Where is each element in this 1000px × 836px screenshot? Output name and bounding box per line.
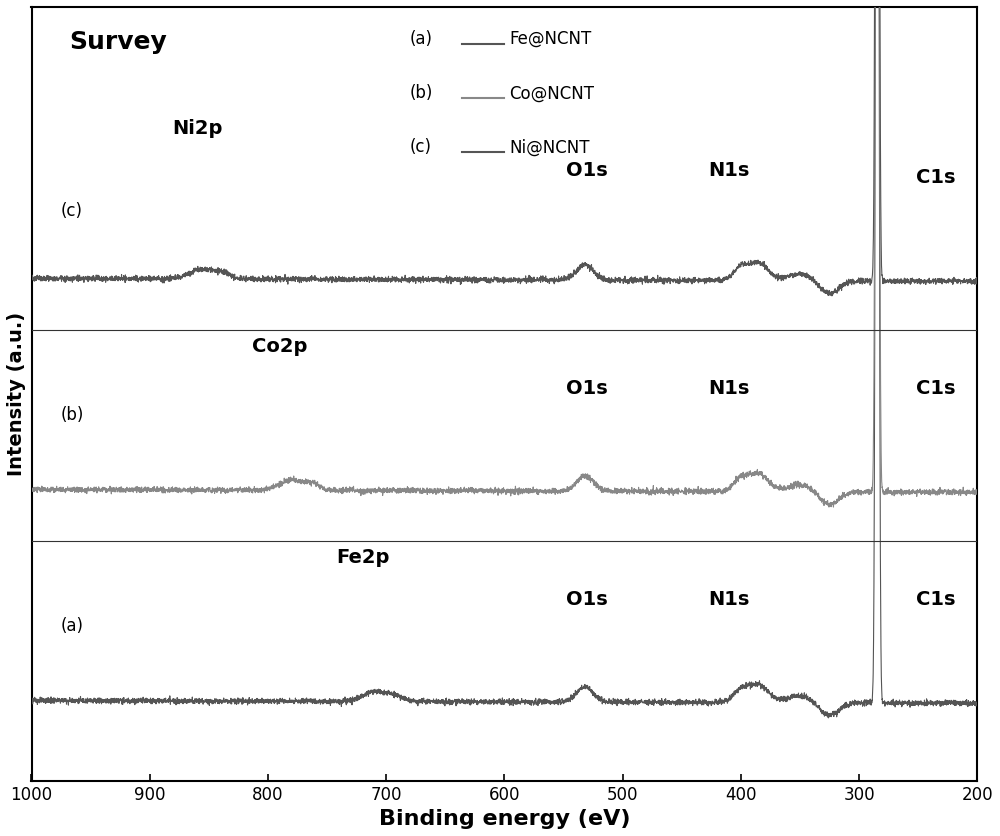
- Text: Co2p: Co2p: [252, 337, 307, 355]
- Text: (a): (a): [61, 617, 84, 635]
- Text: C1s: C1s: [916, 379, 956, 398]
- Text: Fe2p: Fe2p: [336, 548, 389, 567]
- Text: (b): (b): [61, 406, 84, 424]
- Text: O1s: O1s: [566, 161, 608, 180]
- Text: O1s: O1s: [566, 379, 608, 398]
- Text: (a): (a): [410, 30, 433, 48]
- Text: (c): (c): [410, 139, 432, 156]
- Text: Ni@NCNT: Ni@NCNT: [509, 139, 590, 156]
- Text: N1s: N1s: [708, 161, 750, 180]
- Text: Fe@NCNT: Fe@NCNT: [509, 30, 591, 48]
- Text: C1s: C1s: [916, 168, 956, 186]
- Text: Survey: Survey: [69, 30, 167, 54]
- Text: (c): (c): [61, 202, 83, 220]
- Text: C1s: C1s: [916, 590, 956, 609]
- X-axis label: Binding energy (eV): Binding energy (eV): [379, 809, 630, 829]
- Text: Co@NCNT: Co@NCNT: [509, 84, 594, 102]
- Text: O1s: O1s: [566, 590, 608, 609]
- Text: Ni2p: Ni2p: [172, 119, 222, 138]
- Text: N1s: N1s: [708, 590, 750, 609]
- Text: (b): (b): [410, 84, 433, 102]
- Y-axis label: Intensity (a.u.): Intensity (a.u.): [7, 312, 26, 476]
- Text: N1s: N1s: [708, 379, 750, 398]
